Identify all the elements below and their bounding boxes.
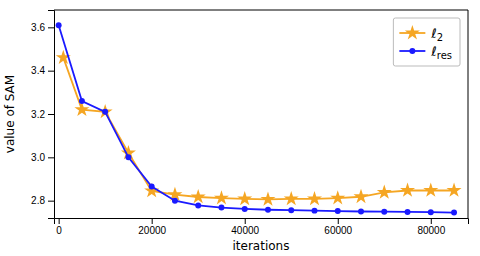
y-tick-mark <box>48 201 54 202</box>
x-tick-label: 60000 <box>324 225 352 236</box>
y-tick-mark <box>48 114 54 115</box>
series-marker <box>125 154 131 160</box>
x-tick-mark <box>338 218 339 224</box>
series-marker <box>451 210 457 216</box>
y-tick: 3.2 <box>31 109 54 120</box>
x-tick: 60000 <box>324 218 352 236</box>
series-marker <box>218 205 224 211</box>
y-axis: 2.8 3.0 3.2 3.4 3.6 <box>31 11 54 219</box>
y-tick: 3.4 <box>31 65 54 76</box>
y-tick-label: 3.0 <box>31 152 45 163</box>
series-marker <box>195 202 201 208</box>
x-tick-label: 0 <box>56 225 62 236</box>
y-tick-label: 2.8 <box>31 195 45 206</box>
series-marker <box>447 183 462 197</box>
x-tick: 20000 <box>138 218 166 236</box>
x-tick: 80000 <box>417 218 445 236</box>
series-marker <box>102 109 108 115</box>
x-tick-label: 80000 <box>417 225 445 236</box>
series-marker <box>381 209 387 215</box>
series-marker <box>405 209 411 215</box>
series-marker <box>358 209 364 215</box>
series-marker <box>265 207 271 213</box>
chart: 0 20000 40000 60000 80000 2.8 3.0 3.2 3.4 3.6 ℓ2ℓr… <box>0 0 480 256</box>
y-axis-line <box>48 11 55 219</box>
y-tick-mark <box>48 157 54 158</box>
x-tick: 0 <box>56 218 62 236</box>
x-axis-title: iterations <box>233 239 290 253</box>
y-tick-mark <box>48 27 54 28</box>
series-marker <box>428 209 434 215</box>
series-marker <box>237 191 252 205</box>
legend-frame <box>393 18 460 66</box>
x-tick: 40000 <box>231 218 259 236</box>
legend-marker <box>405 25 420 39</box>
y-tick: 2.8 <box>31 195 54 206</box>
series-marker <box>242 206 248 212</box>
x-tick-mark <box>152 218 153 224</box>
y-tick-label: 3.4 <box>31 65 45 76</box>
y-axis-title: value of SAM <box>3 75 17 153</box>
x-tick-mark <box>431 218 432 224</box>
x-tick-label: 40000 <box>231 225 259 236</box>
plot-frame <box>468 10 469 218</box>
series-marker <box>423 183 438 197</box>
series-line <box>63 58 454 200</box>
legend-item: ℓ2 <box>399 25 443 42</box>
y-tick-mark <box>48 71 54 72</box>
series-marker <box>191 189 206 203</box>
legend: ℓ2ℓres <box>393 18 460 66</box>
legend-label: ℓres <box>430 44 452 61</box>
x-tick-mark <box>245 218 246 224</box>
x-tick-mark <box>59 218 60 224</box>
series-marker <box>330 190 345 204</box>
x-axis: 0 20000 40000 60000 80000 <box>55 218 469 236</box>
plot: 0 20000 40000 60000 80000 2.8 3.0 3.2 3.4 3.6 ℓ2ℓr… <box>31 10 468 236</box>
y-tick: 3.6 <box>31 22 54 33</box>
series-marker <box>354 189 369 203</box>
series-marker <box>288 207 294 213</box>
series-marker <box>260 191 275 205</box>
legend-marker <box>409 48 415 54</box>
marks <box>56 22 462 215</box>
plot-frame <box>54 10 468 11</box>
series-marker <box>377 185 392 199</box>
y-tick-label: 3.6 <box>31 22 45 33</box>
series-marker <box>56 22 62 28</box>
y-tick-label: 3.2 <box>31 109 45 120</box>
series-marker <box>98 104 113 118</box>
series-marker <box>335 208 341 214</box>
legend-label: ℓ2 <box>430 26 443 43</box>
series-marker <box>79 98 85 104</box>
x-tick-label: 20000 <box>138 225 166 236</box>
x-axis-line <box>55 219 469 225</box>
series-marker <box>172 198 178 204</box>
y-tick: 3.0 <box>31 152 54 163</box>
series-marker <box>307 191 322 205</box>
series-marker <box>400 183 415 197</box>
series-marker <box>214 190 229 204</box>
legend-item: ℓres <box>399 44 452 61</box>
series-marker <box>312 208 318 214</box>
series-marker <box>149 184 155 190</box>
series-marker <box>284 191 299 205</box>
